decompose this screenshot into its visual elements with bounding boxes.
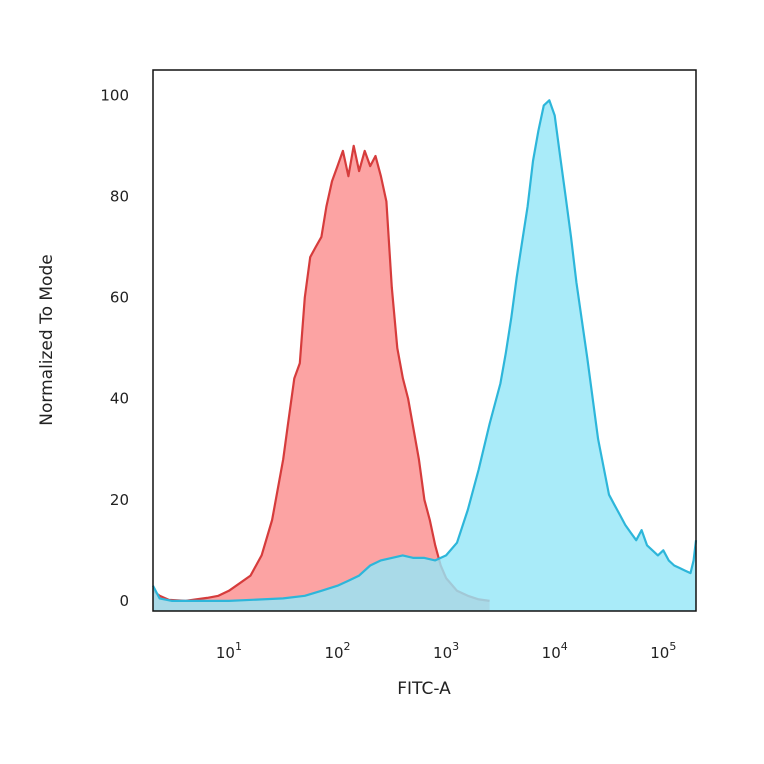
x-tick-label: 104 bbox=[542, 640, 568, 662]
x-axis-title: FITC-A bbox=[397, 679, 451, 699]
y-tick-label: 20 bbox=[110, 491, 129, 509]
series-2-line bbox=[152, 99, 698, 602]
series-1-area bbox=[153, 145, 490, 612]
x-tick-label: 105 bbox=[650, 640, 676, 662]
plot-frame bbox=[152, 69, 697, 612]
x-tick-label: 102 bbox=[324, 640, 350, 662]
y-tick-label: 0 bbox=[119, 592, 129, 610]
x-tick-label: 103 bbox=[433, 640, 459, 662]
y-axis-title: Normalized To Mode bbox=[37, 254, 57, 425]
y-tick-label: 80 bbox=[110, 187, 129, 205]
y-axis-ticks: 0 20 40 60 80 100 bbox=[100, 86, 129, 610]
x-axis-ticks: 101 102 103 104 105 bbox=[216, 640, 676, 662]
series-1-line bbox=[152, 144, 490, 602]
y-tick-label: 60 bbox=[110, 289, 129, 307]
x-tick-label: 101 bbox=[216, 640, 242, 662]
series-2-area bbox=[153, 100, 696, 612]
y-tick-label: 100 bbox=[100, 86, 129, 104]
plot-area bbox=[152, 99, 698, 612]
y-tick-label: 40 bbox=[110, 390, 129, 408]
